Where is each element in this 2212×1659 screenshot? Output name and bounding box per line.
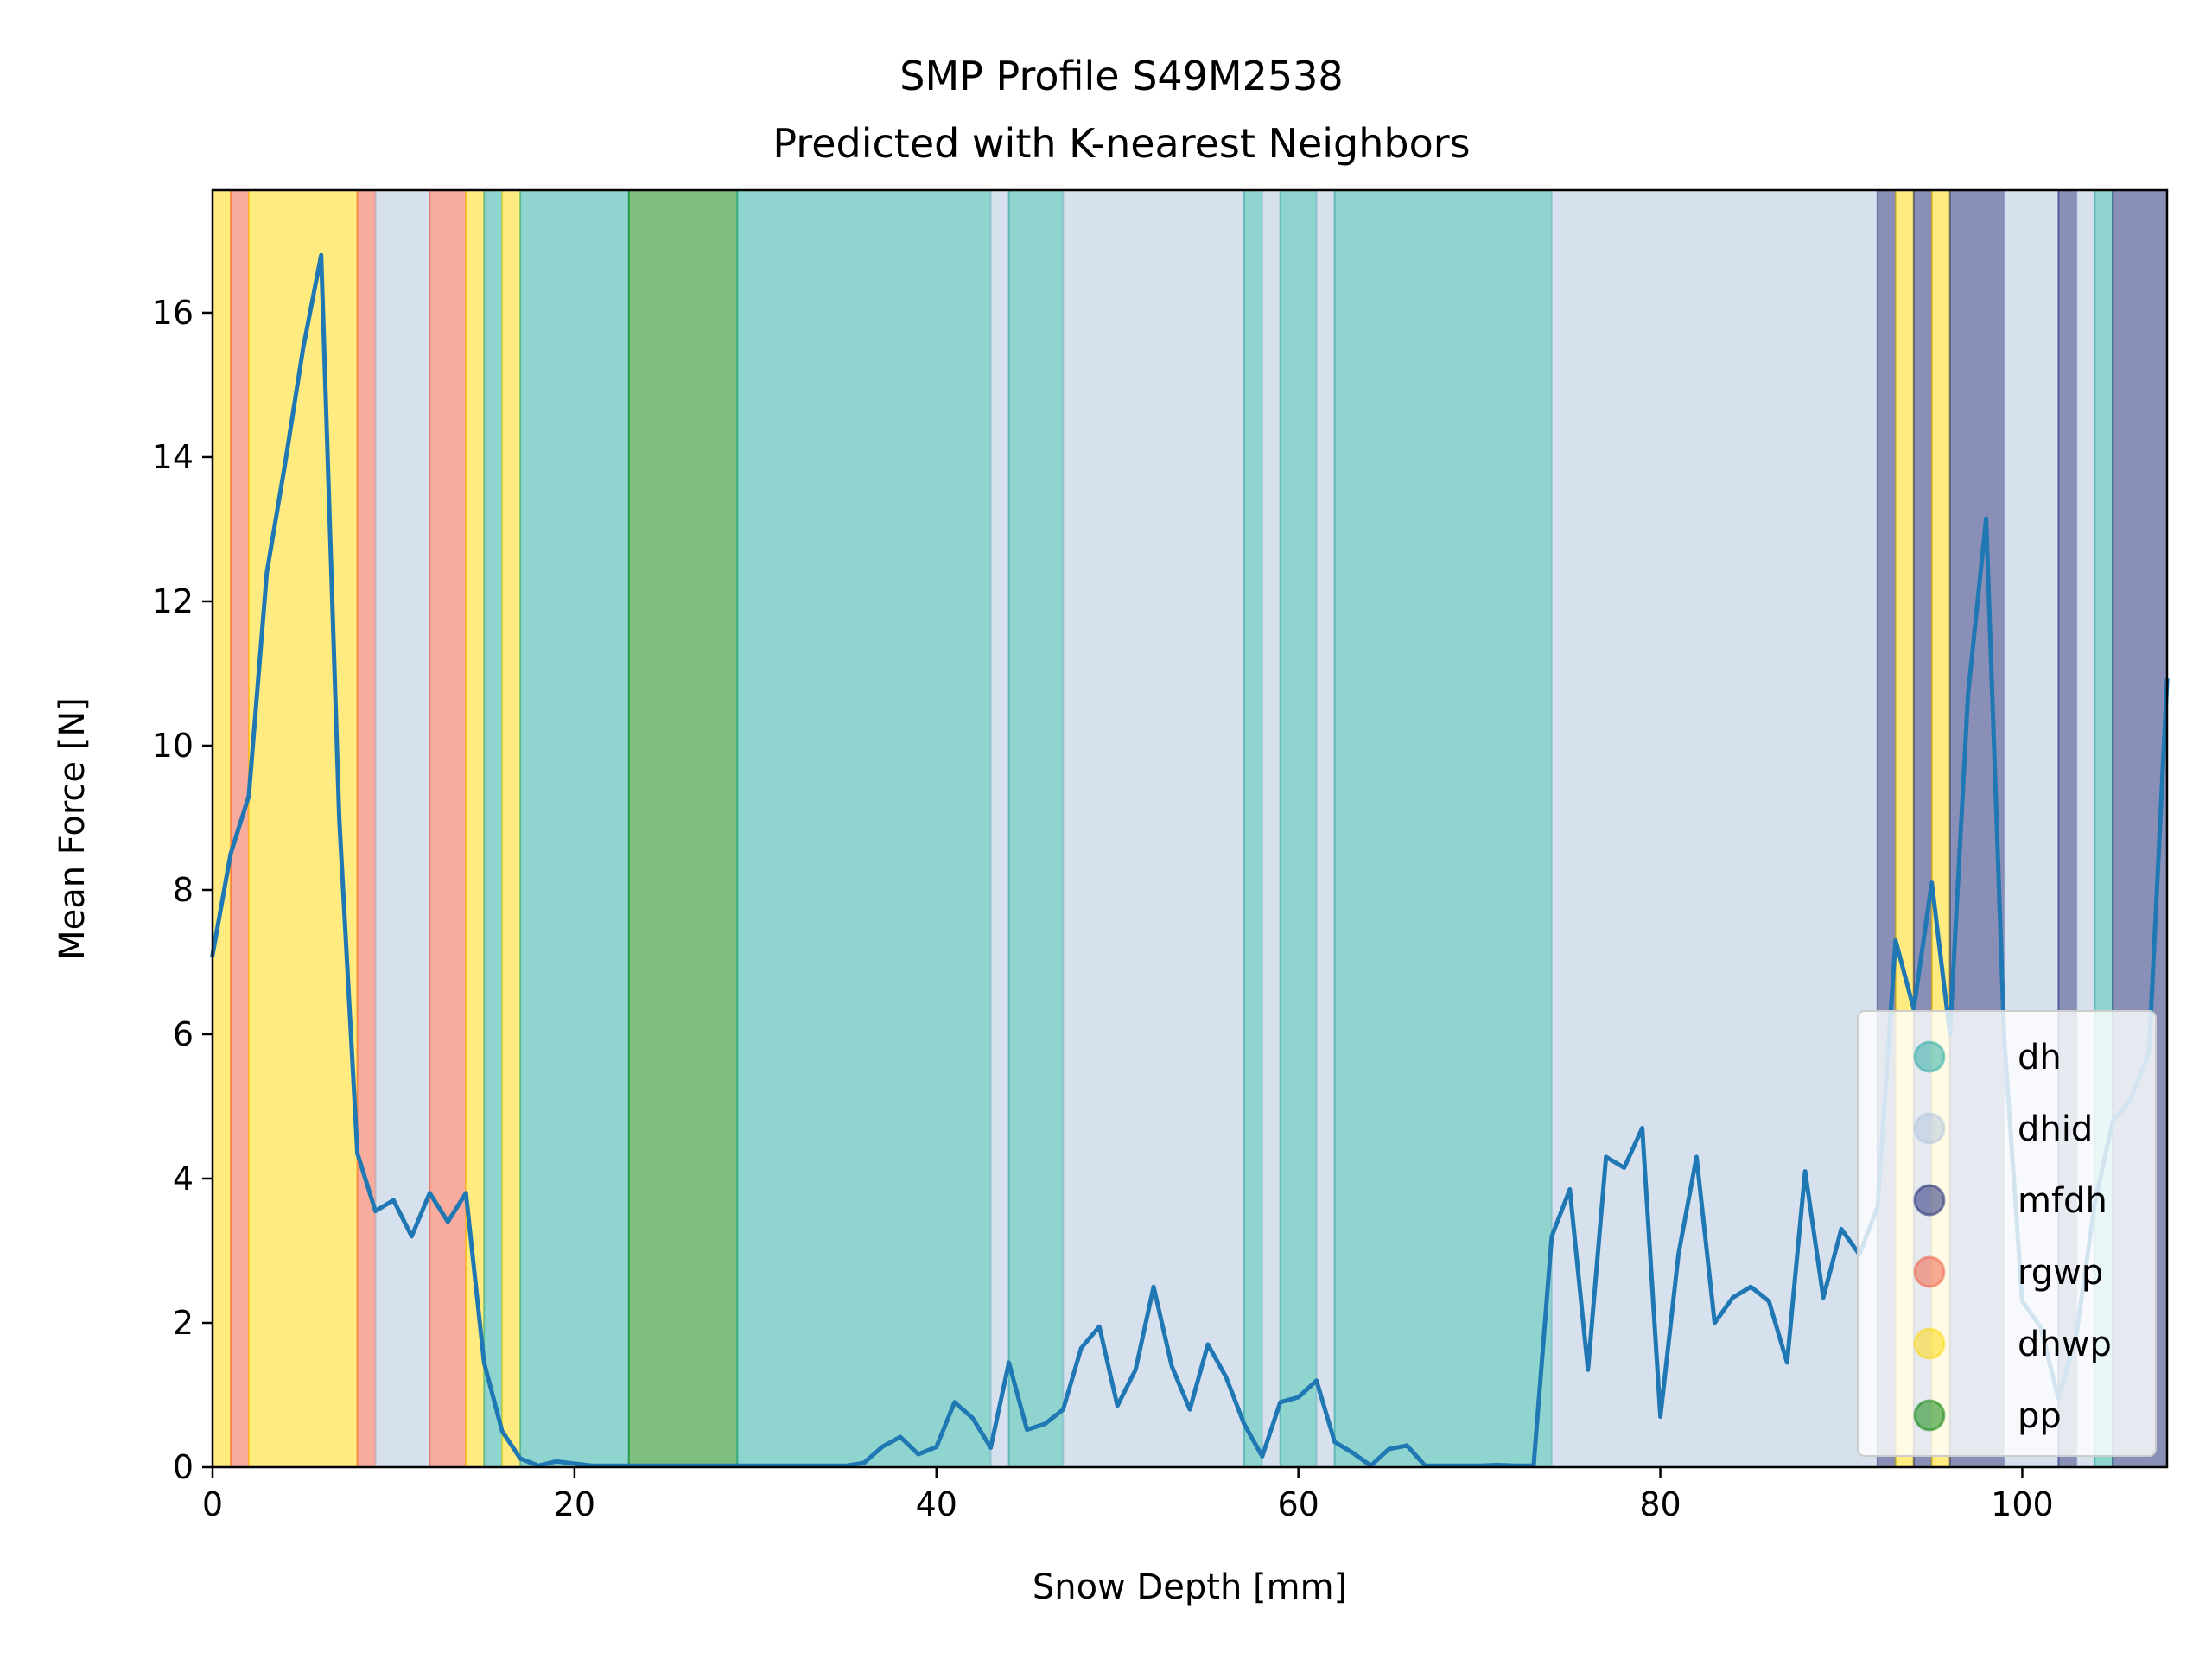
legend-label-dhwp: dhwp xyxy=(2018,1325,2112,1364)
band-dhid xyxy=(1550,189,1878,1468)
legend-label-mfdh: mfdh xyxy=(2018,1181,2107,1221)
chart-subtitle: Predicted with K-nearest Neighbors xyxy=(772,120,1470,167)
band-dh xyxy=(483,189,504,1468)
legend-label-rgwp: rgwp xyxy=(2018,1253,2103,1293)
y-tick-label: 16 xyxy=(152,294,194,332)
band-pp xyxy=(627,189,739,1468)
y-tick-label: 12 xyxy=(152,582,194,620)
band-dh xyxy=(1279,189,1318,1468)
legend-marker-rgwp xyxy=(1913,1255,1946,1288)
x-axis-label: Snow Depth [mm] xyxy=(1033,1567,1347,1607)
y-tick-label: 4 xyxy=(173,1160,194,1198)
x-tick-label: 80 xyxy=(1639,1485,1681,1523)
legend-marker-mfdh xyxy=(1913,1184,1946,1217)
x-tick-label: 20 xyxy=(554,1485,595,1523)
band-dhid xyxy=(1315,189,1336,1468)
band-dhwp xyxy=(501,189,522,1468)
band-dhid xyxy=(1062,189,1245,1468)
series-line xyxy=(210,252,2170,1468)
legend-marker-dhid xyxy=(1913,1112,1946,1145)
y-tick-label: 14 xyxy=(152,438,194,476)
legend-box xyxy=(1857,1010,2157,1457)
legend-label-pp: pp xyxy=(2018,1396,2062,1436)
band-dh xyxy=(736,189,992,1468)
legend-label-dh: dh xyxy=(2018,1038,2062,1077)
band-dhid xyxy=(1261,189,1281,1468)
y-tick-label: 2 xyxy=(173,1304,194,1342)
x-tick-label: 100 xyxy=(1991,1485,2054,1523)
force-line xyxy=(210,252,2170,1468)
x-tick-label: 40 xyxy=(916,1485,957,1523)
band-dhid xyxy=(989,189,1010,1468)
y-axis-ticks: 0 2 4 6 8 10 12 14 16 xyxy=(152,294,213,1486)
plot-frame xyxy=(211,188,2169,1469)
band-dh xyxy=(1243,189,1263,1468)
band-rgwp xyxy=(429,189,467,1468)
x-tick-label: 0 xyxy=(202,1485,223,1523)
band-dhwp xyxy=(212,189,232,1468)
y-tick-label: 0 xyxy=(173,1448,194,1486)
legend: dh dhid mfdh rgwp dhwp pp xyxy=(1857,1010,2157,1457)
x-tick-label: 60 xyxy=(1277,1485,1319,1523)
y-axis-label: Mean Force [N] xyxy=(53,697,92,960)
legend-marker-dhwp xyxy=(1913,1327,1946,1360)
band-rgwp xyxy=(356,189,377,1468)
band-dh xyxy=(1333,189,1553,1468)
legend-marker-dh xyxy=(1913,1040,1946,1073)
band-dh xyxy=(1007,189,1065,1468)
x-axis-ticks: 0 20 40 60 80 100 xyxy=(202,1467,2054,1523)
y-tick-label: 10 xyxy=(152,727,194,765)
chart-title: SMP Profile S49M2538 xyxy=(899,53,1343,99)
legend-marker-pp xyxy=(1913,1399,1946,1432)
y-tick-label: 6 xyxy=(173,1015,194,1053)
y-tick-label: 8 xyxy=(173,871,194,909)
legend-label-dhid: dhid xyxy=(2018,1109,2093,1149)
band-dh xyxy=(519,189,630,1468)
band-dhid xyxy=(374,189,431,1468)
